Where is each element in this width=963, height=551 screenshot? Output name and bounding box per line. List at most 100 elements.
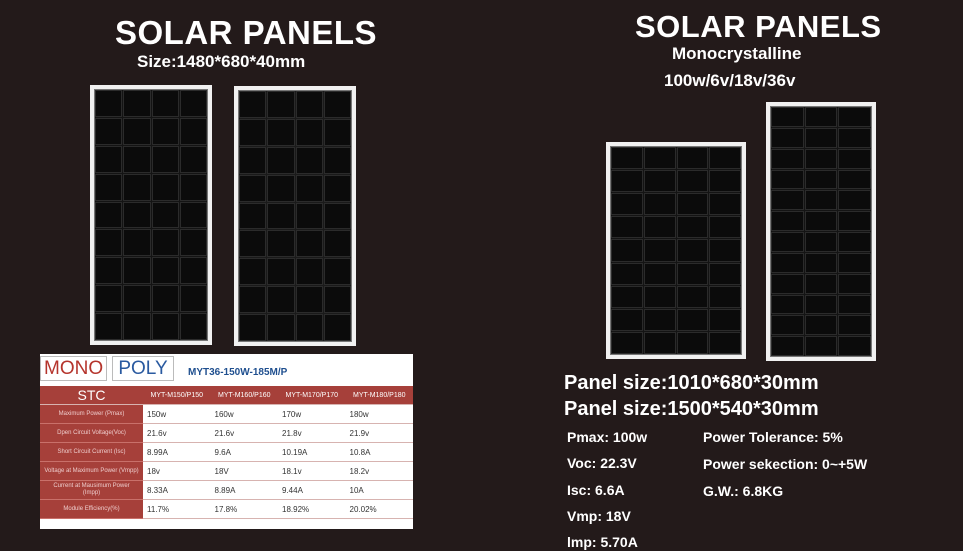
solar-cell xyxy=(95,201,123,229)
solar-cell xyxy=(295,258,323,286)
solar-cell xyxy=(838,211,871,231)
table-cell: 180w xyxy=(345,404,413,424)
solar-cell xyxy=(771,148,804,169)
solar-cell xyxy=(643,193,676,216)
table-cell: 10A xyxy=(345,480,413,500)
row-label: Current at Mausimum Power (Impp) xyxy=(40,480,143,500)
spec-imp: lmp: 5.70A xyxy=(567,534,638,550)
solar-cell xyxy=(295,174,323,202)
solar-cell xyxy=(838,127,871,148)
solar-cell xyxy=(95,117,123,145)
solar-cell xyxy=(804,169,838,190)
solar-cell xyxy=(267,118,295,146)
header-cell: MYT-M160/P160 xyxy=(210,386,278,405)
solar-cell xyxy=(123,173,151,201)
solar-cell xyxy=(151,90,179,117)
solar-cell xyxy=(771,190,804,211)
solar-cell xyxy=(267,91,295,118)
solar-cell xyxy=(676,308,709,331)
spec-tolerance: Power Tolerance: 5% xyxy=(703,429,843,445)
solar-cell xyxy=(123,285,151,313)
solar-cell xyxy=(709,193,741,216)
poly-panel-image xyxy=(234,86,356,346)
solar-cell xyxy=(838,252,871,273)
solar-cell xyxy=(709,147,741,170)
solar-cell xyxy=(611,147,643,170)
solar-cell xyxy=(838,294,871,315)
left-size-label: Size:1480*680*40mm xyxy=(137,52,306,71)
spec-pmax: Pmax: 100w xyxy=(567,429,648,445)
right-title: SOLAR PANELS xyxy=(635,9,882,44)
solar-cell xyxy=(239,174,267,202)
solar-cell xyxy=(709,331,741,354)
solar-cell xyxy=(267,286,295,314)
table-cell: 18V xyxy=(210,461,278,481)
table-cell: 20.02% xyxy=(345,499,413,519)
solar-cell xyxy=(95,313,123,340)
solar-cell xyxy=(838,232,871,252)
row-label: Maximum Power (Pmax) xyxy=(40,404,143,424)
solar-cell xyxy=(804,336,838,356)
solar-cell xyxy=(804,232,838,252)
solar-cell xyxy=(179,229,207,257)
mono-panel-image xyxy=(90,85,212,345)
solar-cell xyxy=(123,117,151,145)
table-cell: 18.1v xyxy=(278,461,346,481)
table-cell: 160w xyxy=(210,404,278,424)
solar-cell xyxy=(771,107,804,127)
table-cell: 17.8% xyxy=(210,499,278,519)
solar-cell xyxy=(151,117,179,145)
solar-cell xyxy=(643,331,676,354)
solar-cell xyxy=(267,174,295,202)
solar-cell xyxy=(643,170,676,193)
solar-cell xyxy=(804,252,838,273)
tab-poly[interactable]: POLY xyxy=(112,356,174,381)
solar-cell xyxy=(611,331,643,354)
header-cell: MYT-M170/P170 xyxy=(278,386,346,405)
solar-cell xyxy=(771,273,804,294)
solar-cell xyxy=(771,252,804,273)
table-cell: 8.89A xyxy=(210,480,278,500)
solar-cell xyxy=(676,239,709,262)
solar-cell xyxy=(267,230,295,258)
table-row: Voltage at Maximum Power (Vmpp) 18v 18V … xyxy=(40,461,413,481)
solar-cell xyxy=(95,257,123,285)
solar-cell xyxy=(179,145,207,173)
solar-cell xyxy=(179,201,207,229)
model-range: MYT36-150W-185M/P xyxy=(188,367,288,378)
spec-voc: Voc: 22.3V xyxy=(567,455,637,471)
table-cell: 9.44A xyxy=(278,480,346,500)
solar-cell xyxy=(643,239,676,262)
solar-cell xyxy=(771,336,804,356)
solar-cell xyxy=(267,202,295,230)
solar-cell xyxy=(323,91,351,118)
solar-cell xyxy=(239,230,267,258)
spec-table: STC MYT-M150/P150 MYT-M160/P160 MYT-M170… xyxy=(40,386,413,519)
solar-cell xyxy=(295,230,323,258)
solar-cell xyxy=(95,90,123,117)
solar-cell xyxy=(179,173,207,201)
spec-vmp: Vmp: 18V xyxy=(567,508,631,524)
spec-table-card: MONO POLY MYT36-150W-185M/P STC MYT-M150… xyxy=(40,354,413,529)
row-label: Module Efficiency(%) xyxy=(40,499,143,519)
solar-cell xyxy=(804,294,838,315)
solar-cell xyxy=(804,190,838,211)
solar-cell xyxy=(151,285,179,313)
solar-cell xyxy=(676,331,709,354)
solar-cell xyxy=(323,258,351,286)
solar-cell xyxy=(151,313,179,340)
table-cell: 11.7% xyxy=(143,499,211,519)
solar-cell xyxy=(709,262,741,285)
solar-cell xyxy=(838,190,871,211)
solar-cell xyxy=(804,315,838,336)
solar-cell xyxy=(611,262,643,285)
solar-cell xyxy=(123,90,151,117)
solar-cell xyxy=(239,202,267,230)
row-label: Short Circuit Current (Isc) xyxy=(40,442,143,462)
solar-cell xyxy=(676,216,709,239)
table-row: Current at Mausimum Power (Impp) 8.33A 8… xyxy=(40,480,413,500)
solar-cell xyxy=(838,273,871,294)
tall-cell-grid xyxy=(770,106,872,357)
solar-cell xyxy=(771,127,804,148)
tab-mono[interactable]: MONO xyxy=(40,356,108,381)
